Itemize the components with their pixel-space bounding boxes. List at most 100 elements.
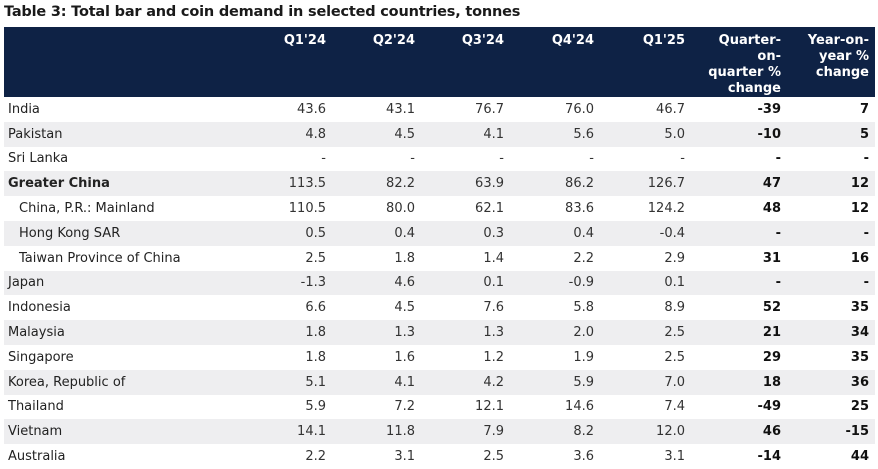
value-cell: 4.6 <box>394 275 415 291</box>
change-cell: 18 <box>762 374 781 390</box>
header-qoq-change: Quarter-on- quarter % change <box>708 33 781 96</box>
change-cell: 31 <box>762 250 781 266</box>
change-cell: 25 <box>850 399 869 415</box>
row-label: Pakistan <box>8 126 63 142</box>
change-cell: 29 <box>762 349 781 365</box>
row-label: Taiwan Province of China <box>19 250 181 266</box>
value-cell: 5.0 <box>664 126 685 142</box>
value-cell: 1.3 <box>483 325 504 341</box>
value-cell: 12.0 <box>656 424 685 440</box>
value-cell: 1.8 <box>305 349 326 365</box>
value-cell: 43.1 <box>386 101 415 117</box>
value-cell: 7.4 <box>664 399 685 415</box>
change-cell: 21 <box>762 325 781 341</box>
value-cell: -0.4 <box>659 225 685 241</box>
value-cell: 76.7 <box>475 101 504 117</box>
value-cell: 4.5 <box>394 300 415 316</box>
value-cell: 0.1 <box>664 275 685 291</box>
value-cell: 0.5 <box>305 225 326 241</box>
row-label: Indonesia <box>8 300 71 316</box>
row-label: Hong Kong SAR <box>19 225 121 241</box>
value-cell: 0.1 <box>483 275 504 291</box>
value-cell: 4.5 <box>394 126 415 142</box>
table-row: Japan -1.3 4.6 0.1 -0.9 0.1 - - <box>4 270 875 296</box>
row-label: Japan <box>8 275 45 291</box>
value-cell: 5.8 <box>573 300 594 316</box>
row-label: Singapore <box>8 349 74 365</box>
header-q2-24: Q2'24 <box>372 33 415 48</box>
value-cell: 14.1 <box>297 424 326 440</box>
header-q3-24: Q3'24 <box>461 33 504 48</box>
value-cell: 11.8 <box>386 424 415 440</box>
value-cell: 124.2 <box>647 201 685 217</box>
value-cell: 0.3 <box>483 225 504 241</box>
value-cell: 5.1 <box>305 374 326 390</box>
value-cell: 43.6 <box>297 101 326 117</box>
value-cell: 1.4 <box>483 250 504 266</box>
value-cell: 6.6 <box>305 300 326 316</box>
value-cell: 3.1 <box>664 449 685 465</box>
change-cell: 35 <box>850 300 869 316</box>
value-cell: 3.1 <box>394 449 415 465</box>
table-row: Australia 2.2 3.1 2.5 3.6 3.1 -14 44 <box>4 444 875 469</box>
value-cell: 7.9 <box>483 424 504 440</box>
value-cell: 1.8 <box>305 325 326 341</box>
value-cell: 5.6 <box>573 126 594 142</box>
table-row: Greater China 113.5 82.2 63.9 86.2 126.7 47 12 <box>4 171 875 197</box>
value-cell: 0.4 <box>394 225 415 241</box>
value-cell: 2.5 <box>483 449 504 465</box>
table-row: Sri Lanka - - - - - - - <box>4 147 875 172</box>
row-label: India <box>8 101 40 117</box>
value-cell: 82.2 <box>386 176 415 192</box>
value-cell: 3.6 <box>573 449 594 465</box>
value-cell: 83.6 <box>565 201 594 217</box>
value-cell: 2.5 <box>664 325 685 341</box>
row-label: Vietnam <box>8 424 63 440</box>
table-header-row: Q1'24 Q2'24 Q3'24 Q4'24 Q1'25 Quarter-on… <box>4 27 875 97</box>
change-cell: 47 <box>762 176 781 192</box>
value-cell: 80.0 <box>386 201 415 217</box>
change-cell: -10 <box>757 126 782 142</box>
change-cell: 44 <box>850 449 869 465</box>
value-cell: 1.9 <box>573 349 594 365</box>
table-row: Pakistan 4.8 4.5 4.1 5.6 5.0 -10 5 <box>4 121 875 147</box>
value-cell: 4.8 <box>305 126 326 142</box>
bar-coin-demand-table: Q1'24 Q2'24 Q3'24 Q4'24 Q1'25 Quarter-on… <box>4 27 875 469</box>
table-row: Hong Kong SAR 0.5 0.4 0.3 0.4 -0.4 - - <box>4 220 875 246</box>
value-cell: 86.2 <box>565 176 594 192</box>
value-cell: - <box>499 151 504 167</box>
change-cell: - <box>775 275 781 291</box>
value-cell: 4.1 <box>483 126 504 142</box>
change-cell: 16 <box>850 250 869 266</box>
row-label: Malaysia <box>8 325 65 341</box>
value-cell: 2.2 <box>305 449 326 465</box>
change-cell: 36 <box>850 374 869 390</box>
table-row: Korea, Republic of 5.1 4.1 4.2 5.9 7.0 18 36 <box>4 369 875 395</box>
value-cell: 5.9 <box>305 399 326 415</box>
value-cell: 110.5 <box>288 201 326 217</box>
value-cell: 2.9 <box>664 250 685 266</box>
change-cell: -14 <box>757 449 782 465</box>
value-cell: 7.6 <box>483 300 504 316</box>
value-cell: 14.6 <box>565 399 594 415</box>
value-cell: 1.2 <box>483 349 504 365</box>
change-cell: - <box>863 225 869 241</box>
value-cell: -0.9 <box>568 275 594 291</box>
value-cell: 126.7 <box>647 176 685 192</box>
row-label: Sri Lanka <box>8 151 69 167</box>
change-cell: -49 <box>757 399 782 415</box>
row-label: Australia <box>8 449 66 465</box>
header-q1-24: Q1'24 <box>283 33 326 48</box>
value-cell: 2.5 <box>305 250 326 266</box>
row-label: Thailand <box>8 399 64 415</box>
table-row: Indonesia 6.6 4.5 7.6 5.8 8.9 52 35 <box>4 295 875 320</box>
header-yoy-change: Year-on- year % change <box>807 33 869 80</box>
table-row: Vietnam 14.1 11.8 7.9 8.2 12.0 46 -15 <box>4 419 875 445</box>
change-cell: 46 <box>762 424 781 440</box>
value-cell: - <box>589 151 594 167</box>
value-cell: 4.2 <box>483 374 504 390</box>
value-cell: - <box>321 151 326 167</box>
value-cell: 4.1 <box>394 374 415 390</box>
value-cell: 5.9 <box>573 374 594 390</box>
value-cell: 1.8 <box>394 250 415 266</box>
